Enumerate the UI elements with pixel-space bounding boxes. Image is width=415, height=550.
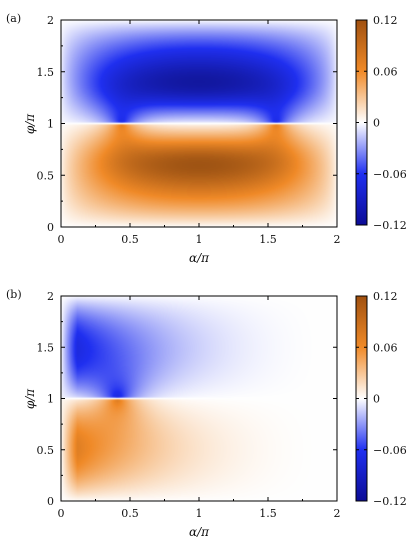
y-tick-label: 0 [47, 221, 54, 234]
panel-a-xlabel: α/π [189, 251, 210, 265]
panel-a-colorbar-ticks: 0.12 0.06 0 −0.06 −0.12 [356, 14, 407, 232]
y-tick-label: 0.5 [37, 444, 55, 457]
panel-b-heatmap [61, 296, 337, 501]
panel-a-label: (a) [6, 12, 21, 25]
y-tick-label: 1 [47, 393, 54, 406]
x-tick-label: 1.5 [259, 507, 277, 520]
y-tick-label: 2 [47, 14, 54, 27]
x-tick-label: 0 [58, 507, 65, 520]
panel-b-label: (b) [6, 288, 22, 301]
x-tick-label: 1.5 [259, 233, 277, 246]
panel-b-colorbar-ticks: 0.12 0.06 0 −0.06 −0.12 [356, 290, 407, 508]
panel-a-heatmap [61, 20, 337, 227]
y-tick-label: 0.5 [37, 169, 55, 182]
x-tick-label: 0.5 [121, 233, 139, 246]
x-tick-label: 0.5 [121, 507, 139, 520]
x-tick-label: 1 [196, 233, 203, 246]
colorbar-tick-label: −0.06 [373, 444, 407, 457]
y-tick-label: 1.5 [37, 341, 55, 354]
y-tick-label: 1.5 [37, 66, 55, 79]
panel-b-ylabel: φ/π [23, 388, 37, 409]
colorbar-tick-label: 0.12 [373, 14, 398, 27]
colorbar-tick-label: 0.06 [373, 341, 398, 354]
x-tick-label: 0 [58, 233, 65, 246]
panel-b-xlabel: α/π [189, 525, 210, 539]
y-tick-label: 2 [47, 290, 54, 303]
colorbar-tick-label: 0 [373, 393, 380, 406]
panel-a-ylabel: φ/π [23, 113, 37, 134]
panel-b-axes: 0 0.5 1 1.5 2 0 0.5 1 1.5 2 [37, 290, 341, 520]
colorbar-tick-label: −0.06 [373, 168, 407, 181]
x-tick-label: 2 [334, 233, 341, 246]
panel-a-axes: 0 0.5 1 1.5 2 0 0.5 1 1.5 2 [37, 14, 341, 246]
panel-a: (a) 0 0.5 1 1.5 200.511.52 α/π φ/π 0.120.060… [6, 12, 407, 265]
colorbar-tick-label: 0 [373, 117, 380, 130]
y-tick-label: 1 [47, 118, 54, 131]
panel-b: (b) 0 0.5 1 1.5 200.511.52 α/π φ/π 0.120.060… [6, 288, 407, 539]
x-tick-label: 1 [196, 507, 203, 520]
x-tick-label: 2 [334, 507, 341, 520]
colorbar-tick-label: 0.06 [373, 65, 398, 78]
y-tick-label: 0 [47, 495, 54, 508]
colorbar-tick-label: −0.12 [373, 219, 407, 232]
colorbar-tick-label: −0.12 [373, 495, 407, 508]
colorbar-tick-label: 0.12 [373, 290, 398, 303]
